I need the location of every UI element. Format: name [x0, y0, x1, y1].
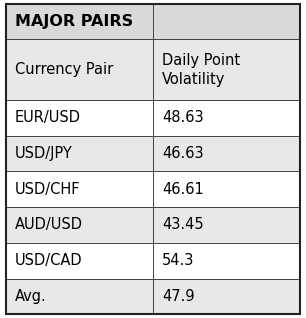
Text: 43.45: 43.45 — [162, 218, 204, 232]
Bar — [6, 243, 153, 279]
Text: Currency Pair: Currency Pair — [15, 62, 113, 77]
Bar — [153, 100, 300, 136]
Bar — [6, 171, 153, 207]
Text: Avg.: Avg. — [15, 289, 47, 304]
Text: MAJOR PAIRS: MAJOR PAIRS — [15, 14, 133, 29]
Bar — [153, 171, 300, 207]
Bar — [6, 4, 153, 39]
Bar — [6, 136, 153, 171]
Text: AUD/USD: AUD/USD — [15, 218, 83, 232]
Text: 54.3: 54.3 — [162, 253, 195, 268]
Text: Daily Point
Volatility: Daily Point Volatility — [162, 53, 240, 86]
Text: USD/CAD: USD/CAD — [15, 253, 82, 268]
Text: 47.9: 47.9 — [162, 289, 195, 304]
Text: 46.61: 46.61 — [162, 182, 204, 197]
Text: 46.63: 46.63 — [162, 146, 204, 161]
Bar — [6, 279, 153, 314]
Bar — [6, 100, 153, 136]
Bar — [153, 243, 300, 279]
Bar — [153, 39, 300, 100]
Text: 48.63: 48.63 — [162, 110, 204, 126]
Text: EUR/USD: EUR/USD — [15, 110, 81, 126]
Text: USD/JPY: USD/JPY — [15, 146, 73, 161]
Bar — [6, 39, 153, 100]
Bar — [153, 136, 300, 171]
Bar — [6, 207, 153, 243]
Bar — [153, 279, 300, 314]
Bar — [153, 4, 300, 39]
Bar — [153, 207, 300, 243]
Text: USD/CHF: USD/CHF — [15, 182, 80, 197]
